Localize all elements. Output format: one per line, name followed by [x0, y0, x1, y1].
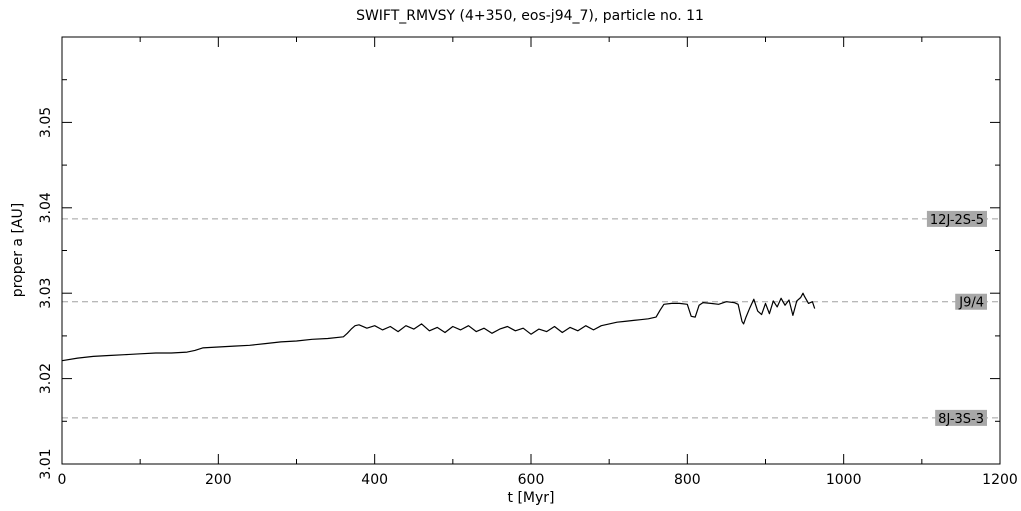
y-tick-label: 3.03: [38, 278, 54, 309]
x-axis-ticks: 0 200 400 600 800 1000 1200: [58, 37, 1018, 488]
x-tick-label: 800: [674, 472, 701, 488]
plot-frame: [61, 36, 1001, 465]
chart-title: SWIFT_RMVSY (4+350, eos-j94_7), particle…: [356, 8, 704, 24]
y-axis-ticks: 3.01 3.02 3.03 3.04 3.05: [38, 36, 1000, 480]
resonance-label-text: 8J-3S-3: [938, 412, 984, 427]
resonance-lines: [62, 218, 1000, 419]
resonance-label: 8J-3S-3: [935, 409, 987, 427]
x-tick-label: 600: [518, 472, 545, 488]
resonance-label-bg: [926, 210, 987, 227]
y-tick-label: 3.02: [38, 363, 54, 394]
y-tick-label: 3.05: [38, 107, 54, 138]
resonance-label-bg: [935, 409, 987, 426]
x-tick-label: 0: [58, 472, 67, 488]
resonance-label-text: 12J-2S-5: [930, 213, 984, 228]
x-tick-label: 200: [205, 472, 232, 488]
y-tick-label: 3.01: [38, 448, 54, 479]
y-tick-label: 3.04: [38, 192, 54, 223]
x-axis-label: t [Myr]: [508, 490, 555, 506]
series-line: [61, 292, 816, 362]
resonance-label: 12J-2S-5: [926, 210, 987, 228]
y-axis-label: proper a [AU]: [10, 203, 26, 297]
x-tick-label: 1000: [826, 472, 862, 488]
x-tick-label: 400: [361, 472, 388, 488]
resonance-label: J9/4: [955, 293, 987, 311]
resonance-label-text: J9/4: [958, 296, 984, 311]
resonance-labels: 12J-2S-5 J9/4 8J-3S-3: [926, 210, 987, 427]
resonance-label-bg: [955, 293, 987, 310]
x-tick-label: 1200: [982, 472, 1018, 488]
